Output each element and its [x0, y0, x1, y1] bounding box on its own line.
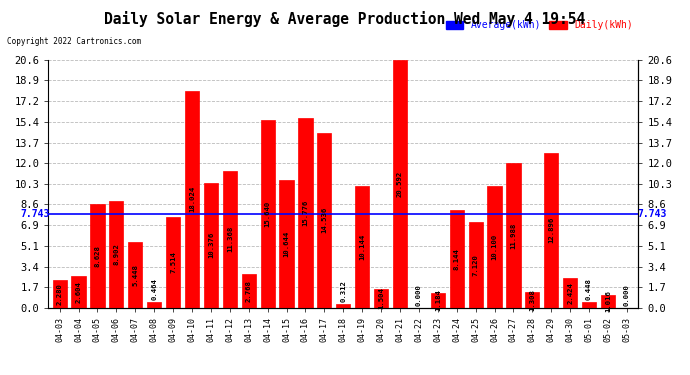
Text: 10.376: 10.376 [208, 232, 214, 258]
Bar [355, 186, 369, 308]
Text: 7.743: 7.743 [638, 210, 667, 219]
Bar [298, 118, 313, 308]
Text: 1.184: 1.184 [435, 290, 441, 311]
Bar [72, 276, 86, 308]
Text: Daily Solar Energy & Average Production Wed May 4 19:54: Daily Solar Energy & Average Production … [104, 11, 586, 27]
Bar [525, 292, 540, 308]
Text: 2.768: 2.768 [246, 280, 252, 302]
Text: 0.464: 0.464 [151, 278, 157, 300]
Text: 7.743: 7.743 [21, 210, 50, 219]
Bar [563, 278, 578, 308]
Text: 1.016: 1.016 [605, 291, 611, 312]
Legend: Average(kWh), Daily(kWh): Average(kWh), Daily(kWh) [446, 20, 633, 30]
Text: 10.100: 10.100 [491, 234, 497, 260]
Bar [279, 180, 294, 308]
Text: 8.144: 8.144 [454, 248, 460, 270]
Text: 10.144: 10.144 [359, 233, 365, 260]
Bar [487, 186, 502, 308]
Text: 11.988: 11.988 [511, 222, 516, 249]
Bar [147, 302, 161, 307]
Bar [469, 222, 483, 308]
Bar [317, 133, 331, 308]
Bar [109, 201, 124, 308]
Bar [336, 304, 351, 307]
Text: 15.776: 15.776 [302, 200, 308, 226]
Bar [128, 242, 142, 308]
Text: 12.896: 12.896 [549, 217, 554, 243]
Bar [544, 153, 558, 308]
Bar [431, 293, 445, 308]
Bar [582, 302, 596, 307]
Text: 20.592: 20.592 [397, 171, 403, 197]
Text: 0.000: 0.000 [416, 284, 422, 306]
Bar [241, 274, 256, 308]
Text: 11.368: 11.368 [227, 226, 233, 252]
Bar [166, 217, 180, 308]
Text: 0.000: 0.000 [624, 284, 630, 306]
Bar [185, 91, 199, 308]
Text: 8.628: 8.628 [95, 245, 101, 267]
Text: 0.312: 0.312 [340, 280, 346, 302]
Text: 7.120: 7.120 [473, 254, 479, 276]
Bar [90, 204, 105, 308]
Text: 2.280: 2.280 [57, 283, 63, 305]
Text: 1.504: 1.504 [378, 288, 384, 309]
Text: 10.644: 10.644 [284, 230, 290, 256]
Bar [374, 290, 388, 308]
Text: 2.604: 2.604 [75, 281, 81, 303]
Bar [393, 60, 407, 308]
Text: 14.536: 14.536 [322, 207, 327, 233]
Bar [506, 164, 520, 308]
Bar [601, 295, 615, 307]
Text: Copyright 2022 Cartronics.com: Copyright 2022 Cartronics.com [7, 38, 141, 46]
Text: 7.514: 7.514 [170, 251, 176, 273]
Bar [261, 120, 275, 308]
Text: 18.024: 18.024 [189, 186, 195, 212]
Text: 8.902: 8.902 [113, 243, 119, 265]
Text: 2.424: 2.424 [567, 282, 573, 304]
Text: 1.308: 1.308 [529, 289, 535, 310]
Bar [52, 280, 67, 308]
Text: 5.448: 5.448 [132, 264, 138, 286]
Bar [223, 171, 237, 308]
Bar [450, 210, 464, 308]
Text: 15.640: 15.640 [265, 200, 270, 226]
Bar [204, 183, 218, 308]
Text: 0.448: 0.448 [586, 279, 592, 300]
